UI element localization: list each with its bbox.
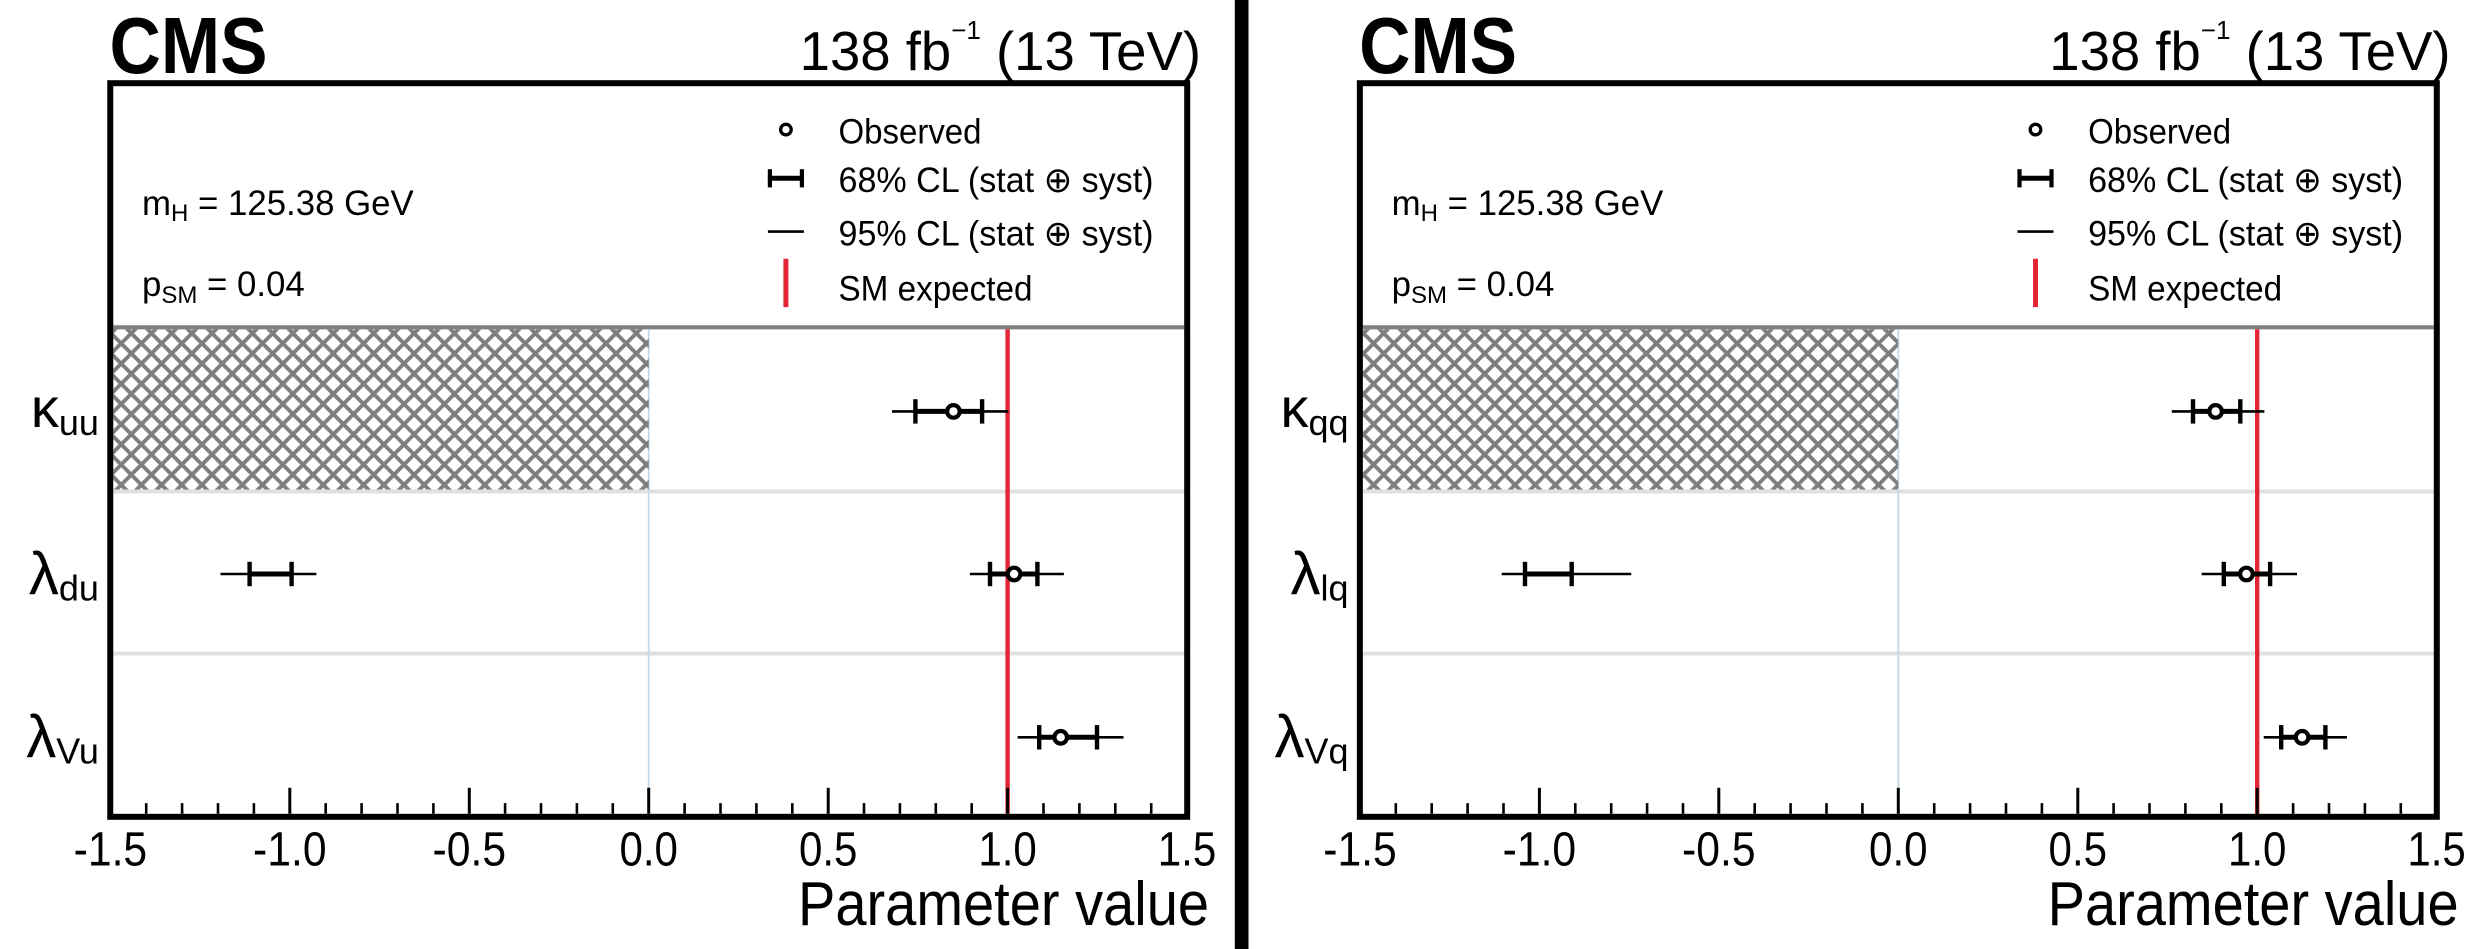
svg-text:0.5: 0.5 [2049,824,2108,877]
svg-text:95% CL (stat ⊕ syst): 95% CL (stat ⊕ syst) [2088,214,2403,254]
svg-text:mH = 125.38 GeV: mH = 125.38 GeV [1392,184,1665,227]
svg-text:Parameter value: Parameter value [2048,870,2459,939]
svg-text:0.0: 0.0 [619,824,678,877]
svg-text:-1.0: -1.0 [1503,824,1577,877]
svg-text:68% CL (stat ⊕ syst): 68% CL (stat ⊕ syst) [2088,160,2403,200]
svg-text:1.0: 1.0 [978,824,1037,877]
svg-text:1.5: 1.5 [1158,824,1217,877]
svg-text:Observed: Observed [839,112,982,152]
svg-text:SM expected: SM expected [2088,269,2282,309]
svg-text:-0.5: -0.5 [433,824,507,877]
svg-text:138 fb−1 (13 TeV): 138 fb−1 (13 TeV) [2049,15,2450,82]
svg-text:mH = 125.38 GeV: mH = 125.38 GeV [142,184,415,227]
svg-text:95% CL (stat ⊕ syst): 95% CL (stat ⊕ syst) [839,214,1154,254]
svg-text:CMS: CMS [1359,1,1517,90]
svg-text:0.5: 0.5 [799,824,858,877]
svg-text:-1.0: -1.0 [253,824,327,877]
svg-text:138 fb−1 (13 TeV): 138 fb−1 (13 TeV) [800,15,1201,82]
svg-text:-1.5: -1.5 [74,824,148,877]
svg-text:-1.5: -1.5 [1323,824,1397,877]
svg-text:-0.5: -0.5 [1682,824,1756,877]
svg-text:1.5: 1.5 [2407,824,2466,877]
svg-text:CMS: CMS [110,1,268,90]
svg-text:SM expected: SM expected [839,269,1033,309]
svg-text:pSM = 0.04: pSM = 0.04 [142,265,305,309]
svg-text:Parameter value: Parameter value [798,870,1209,939]
svg-text:1.0: 1.0 [2228,824,2287,877]
svg-text:0.0: 0.0 [1869,824,1928,877]
svg-text:Observed: Observed [2088,112,2231,152]
svg-text:68% CL (stat ⊕ syst): 68% CL (stat ⊕ syst) [839,160,1154,200]
